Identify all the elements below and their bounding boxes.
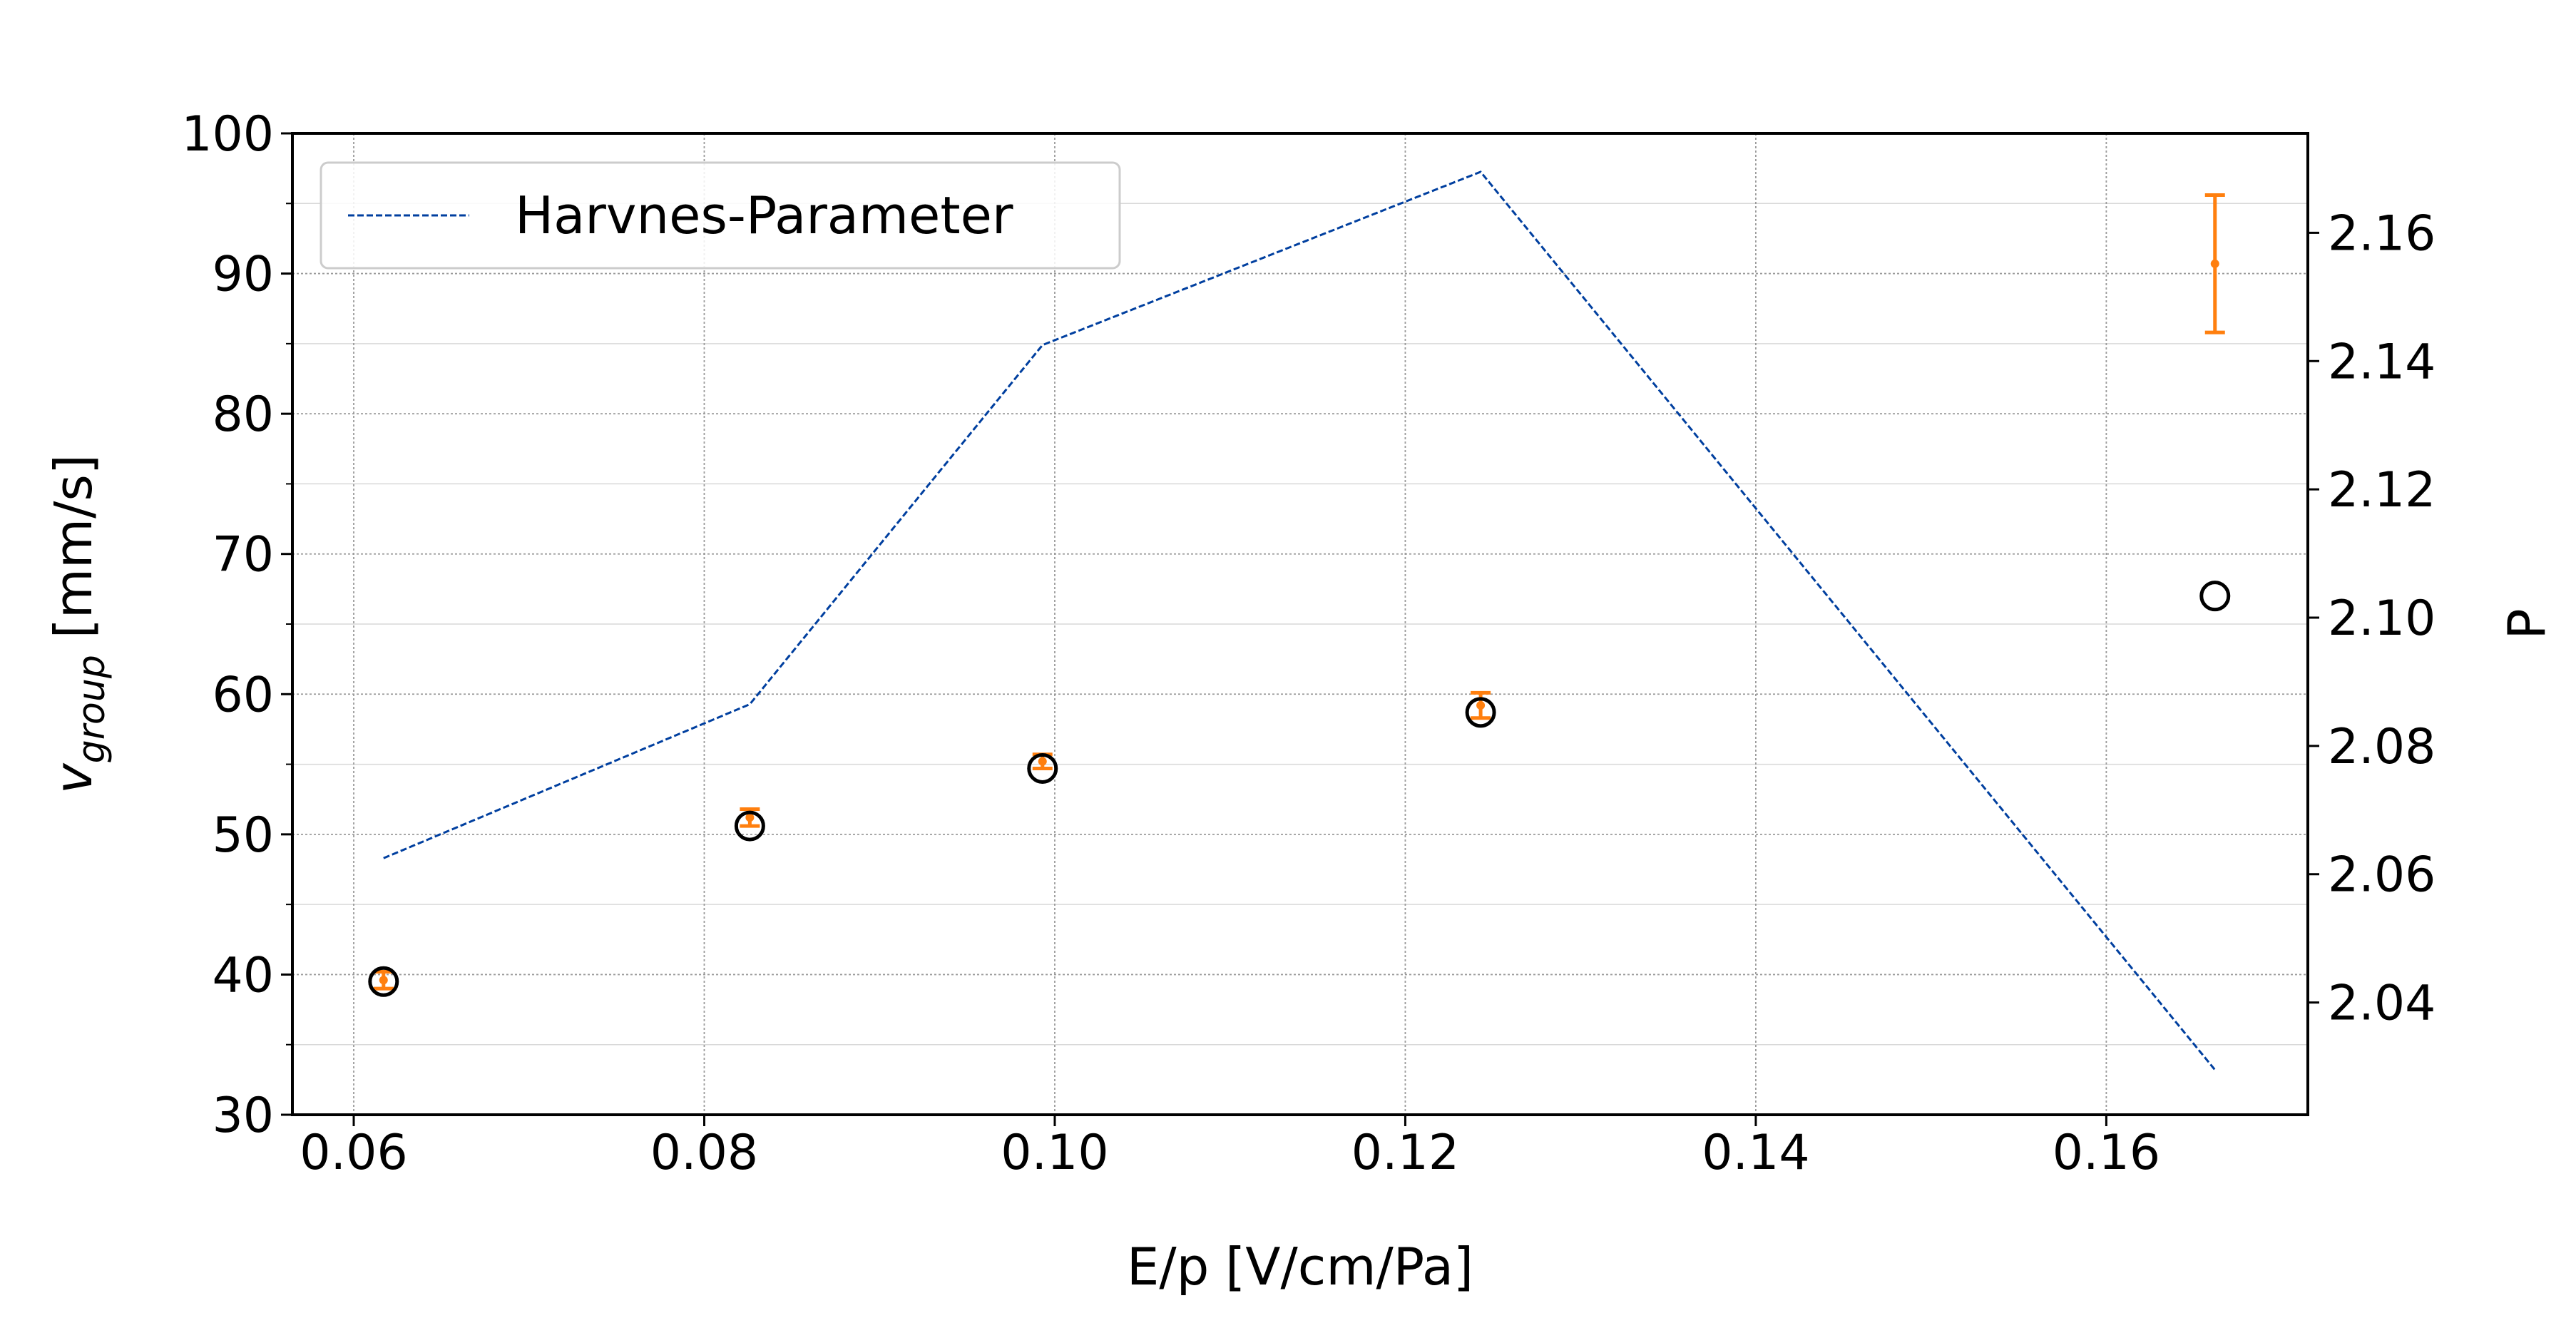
error-bar-point — [1476, 701, 1486, 710]
legend: Harvnes-Parameter — [320, 161, 1121, 270]
y2-axis-label: P — [2497, 608, 2557, 639]
x-tick-label: 0.14 — [1702, 1125, 1809, 1181]
y-axis-label-unit: [mm/s] — [44, 454, 103, 655]
y-tick-label: 80 — [212, 387, 274, 443]
y-axis-label-main: v — [44, 762, 103, 794]
y2-tick-label: 2.12 — [2328, 462, 2436, 519]
x-tick-label: 0.08 — [650, 1125, 758, 1181]
y2-tick-label: 2.16 — [2328, 205, 2436, 262]
plot-area — [368, 170, 2231, 1071]
error-bar-point — [1038, 757, 1047, 766]
y2-tick-label: 2.08 — [2328, 719, 2436, 775]
data-point — [734, 810, 765, 842]
y-tick-label: 60 — [212, 667, 274, 723]
y-tick-label: 100 — [181, 106, 274, 163]
legend-label: Harvnes-Parameter — [515, 185, 1013, 245]
y-axis-label-sub: group — [71, 655, 113, 763]
data-point — [1465, 697, 1496, 728]
data-point — [368, 966, 399, 997]
y2-tick-label: 2.06 — [2328, 847, 2436, 904]
error-bar-point — [745, 813, 755, 822]
y2-tick-label: 2.04 — [2328, 976, 2436, 1032]
x-axis-label: E/p [V/cm/Pa] — [1127, 1237, 1473, 1297]
axes-ticks: 0.06 0.08 0.10 0.12 0.14 0.16 30 40 50 60 70 80 90 10… — [44, 106, 2557, 1297]
data-point — [2199, 581, 2231, 612]
y2-tick-label: 2.10 — [2328, 591, 2436, 647]
y-tick-label: 70 — [212, 527, 274, 583]
y-tick-label: 90 — [212, 247, 274, 303]
error-bar-point — [2210, 259, 2219, 268]
grid-lines — [292, 133, 2308, 1115]
y2-tick-label: 2.14 — [2328, 334, 2436, 390]
error-bar-point — [379, 976, 388, 985]
x-tick-label: 0.10 — [1001, 1125, 1108, 1181]
data-point — [1027, 752, 1058, 784]
legend-box — [320, 161, 1121, 270]
x-tick-label: 0.16 — [2053, 1125, 2160, 1181]
y-tick-label: 30 — [212, 1088, 274, 1144]
x-tick-label: 0.12 — [1351, 1125, 1459, 1181]
x-tick-label: 0.06 — [300, 1125, 407, 1181]
y-tick-label: 50 — [212, 807, 274, 864]
y-tick-label: 40 — [212, 947, 274, 1003]
harvnes-parameter-line — [383, 170, 2216, 1071]
y-axis-label: vgroup [mm/s] — [44, 454, 113, 794]
